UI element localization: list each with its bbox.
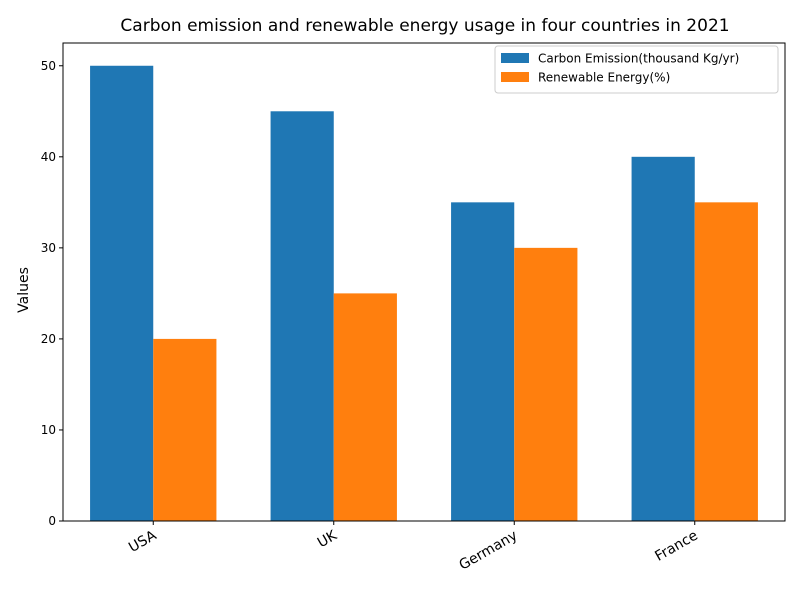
bar-carbon-uk xyxy=(270,111,334,522)
bar-renewable-uk xyxy=(333,293,397,521)
bar-carbon-germany xyxy=(451,202,515,522)
y-tick-label: 50 xyxy=(41,59,56,73)
legend-swatch-carbon xyxy=(501,53,529,63)
y-tick-label: 0 xyxy=(48,514,56,528)
legend-label-renewable: Renewable Energy(%) xyxy=(538,71,670,85)
x-tick-label-usa: USA xyxy=(126,527,159,556)
bar-renewable-france xyxy=(694,202,758,522)
legend-label-carbon: Carbon Emission(thousand Kg/yr) xyxy=(538,52,739,66)
y-tick-label: 10 xyxy=(41,423,56,437)
x-tick-label-germany: Germany xyxy=(457,528,521,574)
y-tick-label: 40 xyxy=(41,150,56,164)
y-axis-label: Values xyxy=(16,267,32,313)
plot-area: 0 10 20 30 40 50 USA UK Germany France xyxy=(41,42,786,574)
bar-renewable-germany xyxy=(514,247,578,521)
bar-renewable-usa xyxy=(153,338,217,521)
x-tick-label-france: France xyxy=(652,528,700,565)
axes-frame xyxy=(62,42,786,522)
y-tick-label: 20 xyxy=(41,332,56,346)
legend-swatch-renewable xyxy=(501,72,529,82)
chart-title: Carbon emission and renewable energy usa… xyxy=(120,16,729,36)
legend: Carbon Emission(thousand Kg/yr) Renewable… xyxy=(494,45,779,94)
x-tick-label-uk: UK xyxy=(315,527,341,551)
y-tick-label: 30 xyxy=(41,241,56,255)
legend-box xyxy=(494,45,779,94)
bar-carbon-usa xyxy=(90,65,154,521)
bar-carbon-france xyxy=(631,156,695,522)
